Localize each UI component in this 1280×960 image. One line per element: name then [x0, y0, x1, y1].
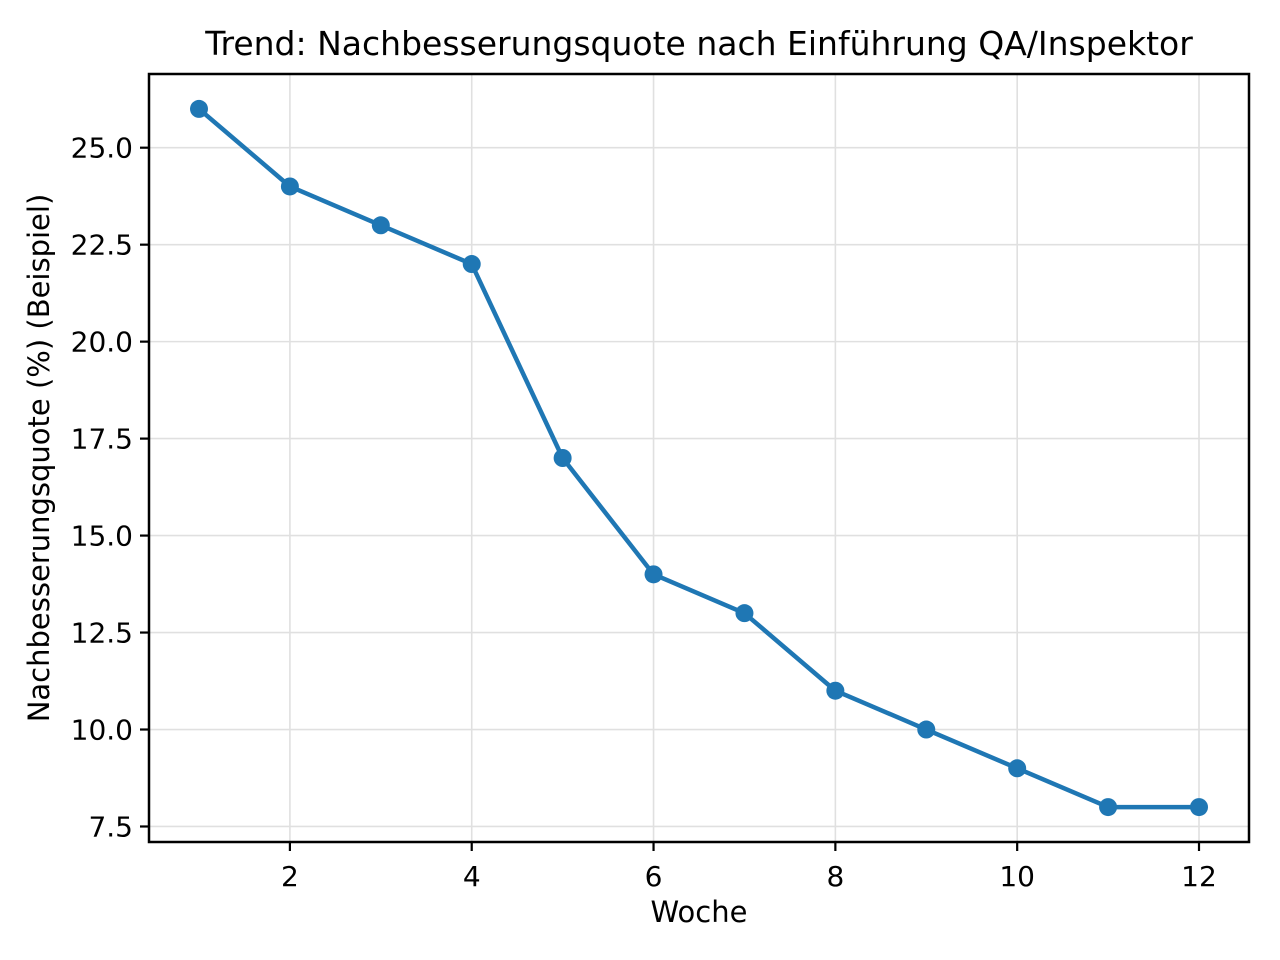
- y-tick-label: 22.5: [71, 229, 133, 262]
- x-tick-label: 6: [645, 860, 663, 893]
- y-tick-label: 7.5: [88, 810, 133, 843]
- x-tick-label: 4: [463, 860, 481, 893]
- data-point: [190, 99, 208, 118]
- data-series-line: [190, 99, 1208, 817]
- y-tick-labels: 7.5 10.0 12.5 15.0 17.5 20.0 22.5 25.0: [71, 132, 133, 844]
- y-tick-label: 15.0: [71, 520, 133, 553]
- data-point: [1008, 759, 1027, 778]
- trend-line: [196, 106, 1202, 810]
- plot-border: [147, 72, 1251, 844]
- data-point: [1099, 798, 1118, 817]
- axes-spines: [147, 72, 1251, 844]
- data-point: [553, 449, 572, 467]
- y-tick-label: 17.5: [71, 423, 133, 456]
- x-tick-label: 10: [999, 860, 1035, 893]
- y-tick-label: 12.5: [71, 617, 133, 650]
- x-axis-label: Woche: [650, 895, 748, 929]
- y-tick-label: 10.0: [71, 714, 133, 747]
- gridlines: [149, 74, 1249, 842]
- x-tick-label: 8: [826, 860, 844, 893]
- y-tick-label: 20.0: [71, 326, 133, 359]
- x-tick-label: 2: [281, 860, 299, 893]
- tick-marks: [140, 146, 1201, 851]
- data-point: [826, 681, 845, 700]
- data-point: [917, 720, 936, 739]
- x-tick-labels: 2 4 6 8 10 12: [281, 860, 1217, 893]
- y-axis-label: Nachbesserungsquote (%) (Beispiel): [22, 193, 56, 723]
- data-point: [462, 255, 481, 274]
- data-point: [371, 216, 390, 235]
- x-tick-label: 12: [1181, 860, 1217, 893]
- chart-title: Trend: Nachbesserungsquote nach Einführu…: [205, 24, 1193, 63]
- data-point: [644, 565, 663, 584]
- data-point: [1190, 798, 1208, 817]
- data-point: [280, 177, 299, 196]
- y-tick-label: 25.0: [71, 132, 133, 165]
- data-point: [735, 604, 754, 623]
